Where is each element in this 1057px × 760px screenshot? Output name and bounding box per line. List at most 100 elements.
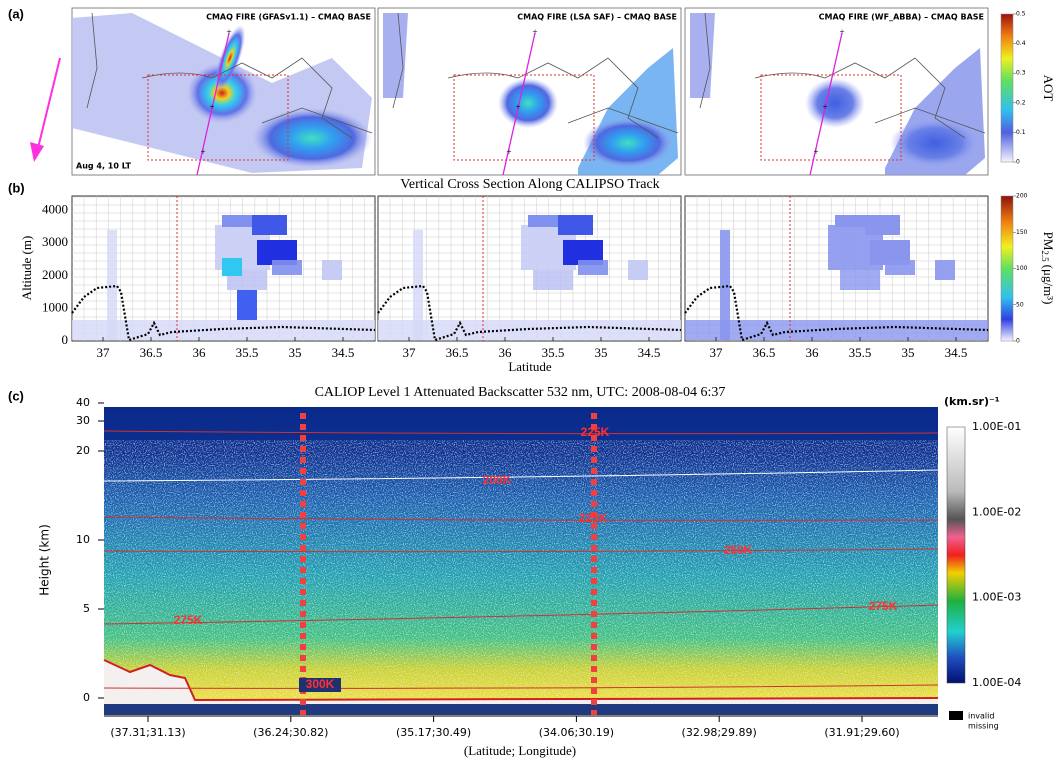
colorbar-tick-label: 150 (1016, 229, 1028, 236)
panel-label: (b) (8, 180, 25, 195)
colorbar-label-main: PM (1041, 232, 1056, 251)
contour-label: 225K (579, 511, 608, 525)
colorbar-tick-label: 0 (1016, 159, 1020, 166)
pm-cell (885, 260, 915, 275)
y-axis-label: Altitude (m) (19, 236, 34, 301)
y-tick-label: 0 (83, 691, 90, 704)
x-tick-label: 34.5 (638, 345, 661, 360)
isotherm (103, 548, 939, 553)
x-axis-label: Latitude (508, 359, 552, 374)
x-tick-label: 36.5 (753, 345, 776, 360)
aot-plume (498, 78, 558, 128)
calipso-track (502, 32, 536, 176)
colorbar-tick-label: 50 (1016, 301, 1024, 308)
aot-field (690, 13, 715, 98)
y-tick-label: 0 (62, 332, 69, 347)
contour-label: 275K (174, 613, 203, 627)
y-axis-label: Height (km) (38, 524, 52, 595)
pm-cell (252, 215, 287, 235)
colorbar-tick-label: 1.00E-02 (972, 505, 1021, 518)
aot-plume (252, 108, 372, 168)
y-tick-label: 3000 (42, 234, 68, 249)
colorbar-tick-label: 0.5 (1016, 11, 1026, 18)
pm-cell (865, 215, 900, 235)
legend-text: missing (968, 722, 999, 731)
track-marker: + (515, 102, 520, 112)
colorbar-tick-label: 1.00E-01 (972, 420, 1021, 433)
contour-label: 200K (483, 473, 512, 487)
colorbar-label: AOT (1041, 75, 1056, 102)
pm-cell (578, 260, 608, 275)
map-title: CMAQ FIRE (LSA SAF) – CMAQ BASE (517, 13, 677, 22)
pm-cell (222, 258, 242, 276)
ground (104, 704, 938, 715)
track-marker: + (839, 27, 844, 37)
surface (104, 660, 938, 715)
y-tick-label: 2000 (42, 267, 68, 282)
y-tick-label: 20 (76, 444, 90, 457)
track-marker: + (226, 27, 231, 37)
x-tick-label: 36 (499, 345, 513, 360)
isotherm (103, 469, 939, 482)
track-marker: + (200, 147, 205, 157)
cross-section: 37 36.5 36 35.5 35 34.5 (684, 195, 989, 360)
direction-arrow (30, 57, 61, 162)
x-tick-label: 36.5 (446, 345, 469, 360)
isotherm (103, 516, 939, 521)
calipso-track (196, 32, 230, 176)
aot-field (383, 13, 408, 98)
colorbar (946, 426, 966, 684)
contour-label: 225K (581, 425, 610, 439)
x-tick-label: 35.5 (542, 345, 565, 360)
colorbar-label-sub: 2.5 (1040, 250, 1050, 262)
contour-label: 300K (306, 677, 335, 691)
x-tick-label: 37 (403, 345, 417, 360)
colorbar-tick-label: 0.1 (1016, 129, 1026, 136)
y-tick-label: 5 (83, 602, 90, 615)
x-tick-label: 36.5 (140, 345, 163, 360)
y-tick-label: 1000 (42, 299, 68, 314)
track-marker: + (822, 102, 827, 112)
track-marker: + (506, 147, 511, 157)
panel-title: Vertical Cross Section Along CALIPSO Tra… (400, 177, 659, 192)
x-tick-label: 37 (710, 345, 724, 360)
colorbar-tick-label: 200 (1016, 193, 1028, 200)
backscatter-noise (104, 440, 938, 705)
aot-plume (214, 24, 246, 92)
aot-plume (583, 118, 673, 168)
pm-cell (533, 270, 573, 290)
pm-cell (272, 260, 302, 275)
colorbar-tick-label: 0.3 (1016, 70, 1026, 77)
aot-plume (187, 63, 257, 123)
colorbar-unit: (km.sr)⁻¹ (944, 395, 1000, 408)
isotherm (103, 430, 939, 435)
colorbar-tick-label: 1.00E-04 (972, 676, 1021, 689)
calipso-track (809, 32, 843, 176)
domain-box (147, 74, 289, 161)
y-tick-label: 4000 (42, 202, 68, 217)
x-tick-label: 35 (289, 345, 302, 360)
x-axis-label: (Latitude; Longitude) (464, 743, 576, 758)
x-tick-label: (37.31;31.13) (110, 726, 185, 739)
x-tick-label: (34.06;30.19) (539, 726, 614, 739)
panel-title: CALIOP Level 1 Attenuated Backscatter 53… (315, 385, 726, 400)
colorbar (1000, 195, 1014, 342)
colorbar (1000, 13, 1014, 163)
y-tick-label: 30 (76, 414, 90, 427)
x-tick-label: 35.5 (236, 345, 259, 360)
pm-cell (720, 230, 730, 340)
panel-label: (a) (8, 6, 24, 21)
terrain-line (71, 284, 376, 342)
x-tick-label: 34.5 (945, 345, 968, 360)
invalid-swatch (949, 711, 963, 720)
x-tick-label: (31.91;29.60) (824, 726, 899, 739)
x-tick-label: (36.24;30.82) (253, 726, 328, 739)
colorbar-tick-label: 0.2 (1016, 99, 1026, 106)
pm-cell (840, 270, 880, 290)
panel-label: (c) (8, 388, 24, 403)
map: + + + CMAQ FIRE (LSA SAF) – CMAQ BASE (377, 7, 682, 176)
x-tick-label: 36 (193, 345, 207, 360)
terrain-line (684, 284, 989, 342)
cross-section: 37 36.5 36 35.5 35 34.5 0 1000 2000 3000 4000 (42, 195, 376, 360)
